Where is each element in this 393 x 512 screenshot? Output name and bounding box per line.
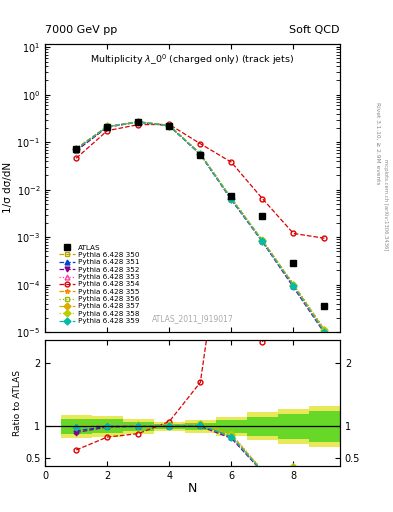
Y-axis label: Ratio to ATLAS: Ratio to ATLAS	[13, 370, 22, 436]
X-axis label: N: N	[188, 482, 197, 495]
Text: 7000 GeV pp: 7000 GeV pp	[45, 25, 118, 35]
Text: Soft QCD: Soft QCD	[290, 25, 340, 35]
Text: ATLAS_2011_I919017: ATLAS_2011_I919017	[152, 314, 233, 324]
Legend: ATLAS, Pythia 6.428 350, Pythia 6.428 351, Pythia 6.428 352, Pythia 6.428 353, P: ATLAS, Pythia 6.428 350, Pythia 6.428 35…	[58, 243, 141, 326]
Text: Rivet 3.1.10, ≥ 2.9M events: Rivet 3.1.10, ≥ 2.9M events	[376, 102, 380, 185]
Text: mcplots.cern.ch [arXiv:1306.3436]: mcplots.cern.ch [arXiv:1306.3436]	[383, 159, 387, 250]
Y-axis label: 1/σ dσ/dN: 1/σ dσ/dN	[4, 162, 13, 214]
Text: Multiplicity $\lambda\_0^0$ (charged only) (track jets): Multiplicity $\lambda\_0^0$ (charged onl…	[90, 52, 295, 67]
